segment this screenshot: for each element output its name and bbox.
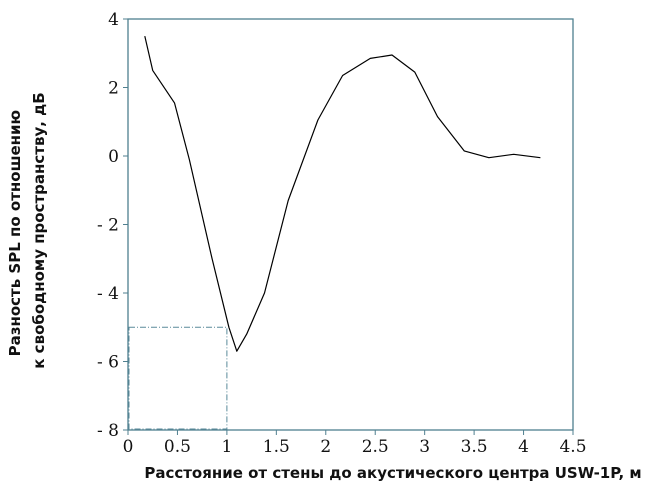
x-tick-label: 3 xyxy=(419,437,430,457)
y-tick-label: - 8 xyxy=(97,421,119,441)
y-tick-label: 0 xyxy=(108,147,119,167)
y-tick-label: - 2 xyxy=(97,216,119,236)
y-axis-title: Разность SPL по отношению к свободному п… xyxy=(6,92,48,368)
plot-frame xyxy=(127,18,574,431)
x-tick-label: 3.5 xyxy=(461,437,488,457)
x-tick-label: 1.5 xyxy=(263,437,290,457)
x-tick-label: 2.5 xyxy=(362,437,389,457)
y-tick-label: - 6 xyxy=(97,353,119,373)
x-tick-label: 0.5 xyxy=(164,437,191,457)
x-tick-label: 4 xyxy=(518,437,529,457)
y-tick-label: - 4 xyxy=(97,284,119,304)
highlight-region xyxy=(128,326,228,430)
x-tick-label: 4.5 xyxy=(559,437,586,457)
y-tick-label: 4 xyxy=(108,10,119,30)
y-axis-title-line-1: Разность SPL по отношению xyxy=(6,110,24,357)
series-line-0 xyxy=(144,35,541,352)
x-tick-label: 2 xyxy=(320,437,331,457)
y-tick-label: 2 xyxy=(108,79,119,99)
x-tick-label: 1 xyxy=(221,437,232,457)
y-axis-title-line-2: к свободному пространству, дБ xyxy=(30,92,48,368)
x-tick-label: 0 xyxy=(123,437,134,457)
x-axis-title: Расстояние от стены до акустического цен… xyxy=(144,464,641,482)
